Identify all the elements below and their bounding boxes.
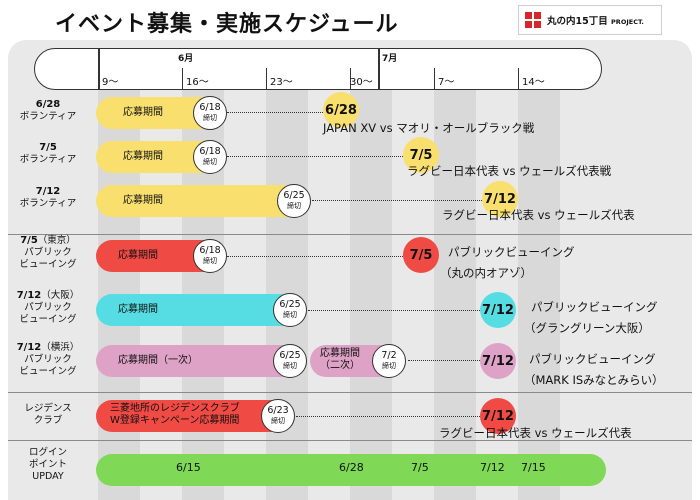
application-period-bar [96,185,306,217]
update-date: 7/5 [411,461,429,474]
event-date-marker: 6/28 [323,92,359,128]
deadline-badge: 6/23 締切 [261,399,295,433]
month-label: 6月 [178,54,194,64]
event-date-marker: 7/12 [480,292,516,328]
event-venue: （丸の内オアゾ） [440,266,532,280]
week-divider [518,68,519,90]
update-date: 7/12 [480,461,505,474]
week-divider [434,68,435,90]
dotted-connector [308,310,482,311]
week-column [266,68,308,500]
application-period-label: 応募期間 [123,107,163,118]
project-logo: 丸の内15丁目 PROJECT. [518,5,662,35]
campaign-period-label: 三菱地所のレジデンスクラブ W登録キャンペーン応募期間 [110,403,240,426]
week-column [518,68,560,500]
month-label: 7月 [382,54,398,64]
section-divider [8,392,692,393]
dotted-connector [408,360,480,361]
application-period-bar [96,294,306,326]
deadline-badge: 6/25 締切 [273,344,307,378]
row-label-residence-club: レジデンス クラブ [24,403,72,426]
event-title: ラグビー日本代表 vs ウェールズ代表戦 [407,164,612,178]
week-divider [266,68,267,90]
month-divider [98,48,100,90]
deadline-badge: 6/18 締切 [193,239,227,273]
week-label: 9〜 [102,77,119,88]
week-label: 30〜 [350,77,373,88]
update-date: 6/28 [339,461,364,474]
update-date: 7/15 [521,461,546,474]
row-label-pv-osaka: 7/12（大阪） パブリック ビューイング [16,290,80,325]
dotted-connector [227,112,323,113]
month-divider [378,48,380,90]
row-label-volunteer-0628: 6/28 ボランティア [19,99,77,122]
application-period-label-second: 応募期間 （二次） [320,348,360,371]
event-venue: （MARK ISみなとみらい） [524,373,664,387]
event-date-marker: 7/5 [403,237,439,273]
section-divider [8,440,692,441]
row-label-login-point: ログイン ポイント UPDAY [28,447,67,482]
event-title: パブリックビューイング [529,352,656,366]
application-period-label: 応募期間（一次） [118,355,198,366]
dotted-connector [227,256,403,257]
logo-mark-icon [523,10,543,30]
application-period-label: 応募期間 [118,250,158,261]
logo-text: 丸の内15丁目 PROJECT. [547,16,644,27]
week-label: 16〜 [186,77,209,88]
week-divider [350,68,351,90]
week-column [182,68,224,500]
application-period-label: 応募期間 [118,304,158,315]
application-period-label: 応募期間 [123,195,163,206]
dotted-connector [227,156,403,157]
dotted-connector [296,416,480,417]
row-label-pv-yokohama: 7/12（横浜） パブリック ビューイング [16,342,80,377]
deadline-badge: 6/25 締切 [273,293,307,327]
application-period-label: 応募期間 [123,151,163,162]
deadline-badge: 6/18 締切 [193,96,227,130]
week-column [434,68,476,500]
event-venue: （グラングリーン大阪） [524,321,650,335]
event-date-marker: 7/5 [403,137,439,173]
event-title: JAPAN XV vs マオリ・オールブラック戦 [323,121,535,135]
application-period-bar-first [96,345,306,377]
section-divider [8,234,692,235]
row-label-volunteer-0705: 7/5 ボランティア [19,142,77,165]
row-label-volunteer-0712: 7/12 ボランティア [19,186,77,209]
deadline-badge: 6/25 締切 [277,184,311,218]
week-divider [182,68,183,90]
row-label-pv-tokyo: 7/5（東京） パブリック ビューイング [19,235,77,270]
event-title: パブリックビューイング [531,300,658,314]
event-date-marker: 7/12 [480,398,516,434]
deadline-badge: 6/18 締切 [193,140,227,174]
week-label: 23〜 [270,77,293,88]
event-title: パブリックビューイング [448,245,575,259]
application-period-bar [96,400,292,432]
dotted-connector [312,200,482,201]
event-date-marker: 7/12 [482,181,518,217]
event-date-marker: 7/12 [480,343,516,379]
event-title: ラグビー日本代表 vs ウェールズ代表 [442,208,635,222]
week-column [350,68,392,500]
week-label: 14〜 [522,77,545,88]
week-column [98,68,140,500]
timeline-header [34,48,602,90]
week-label: 7〜 [438,77,455,88]
event-title: ラグビー日本代表 vs ウェールズ代表 [439,426,632,440]
login-point-bar [96,454,606,486]
update-date: 6/15 [176,461,201,474]
page-title: イベント募集・実施スケジュール [55,12,399,37]
deadline-badge: 7/2 締切 [372,344,406,378]
